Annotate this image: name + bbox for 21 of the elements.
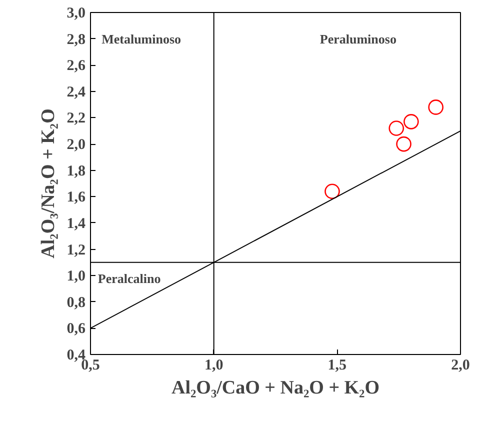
- y-tick-label: 0,8: [66, 294, 86, 311]
- x-axis-title: Al₂O₃/CaO + Na₂O + K₂O: [171, 378, 380, 398]
- y-tick-label: 1,8: [66, 163, 86, 180]
- x-tick-label: 1,5: [328, 358, 347, 374]
- x-tick-label: 1,0: [204, 358, 224, 374]
- y-tick-label: 1,6: [66, 190, 86, 206]
- annotation: Metaluminoso: [102, 32, 182, 47]
- x-tick-label: 2,0: [451, 358, 470, 374]
- y-tick-label: 2,6: [66, 58, 86, 74]
- annotation: Peraluminoso: [320, 32, 396, 47]
- y-tick-label: 0,6: [66, 321, 86, 338]
- y-tick-label: 2,2: [66, 110, 86, 127]
- y-tick-label: 1,4: [66, 216, 86, 232]
- y-tick-label: 2,8: [66, 32, 86, 48]
- y-tick-label: 1,2: [66, 242, 86, 258]
- y-axis-title: Al₂O₃/Na₂O + K₂O: [38, 108, 59, 258]
- y-tick-label: 1,0: [66, 268, 86, 285]
- annotation: Peralcalino: [98, 271, 161, 286]
- y-tick-label: 2,4: [66, 84, 86, 100]
- y-tick-label: 2,0: [66, 137, 86, 154]
- y-tick-label: 3,0: [66, 6, 86, 22]
